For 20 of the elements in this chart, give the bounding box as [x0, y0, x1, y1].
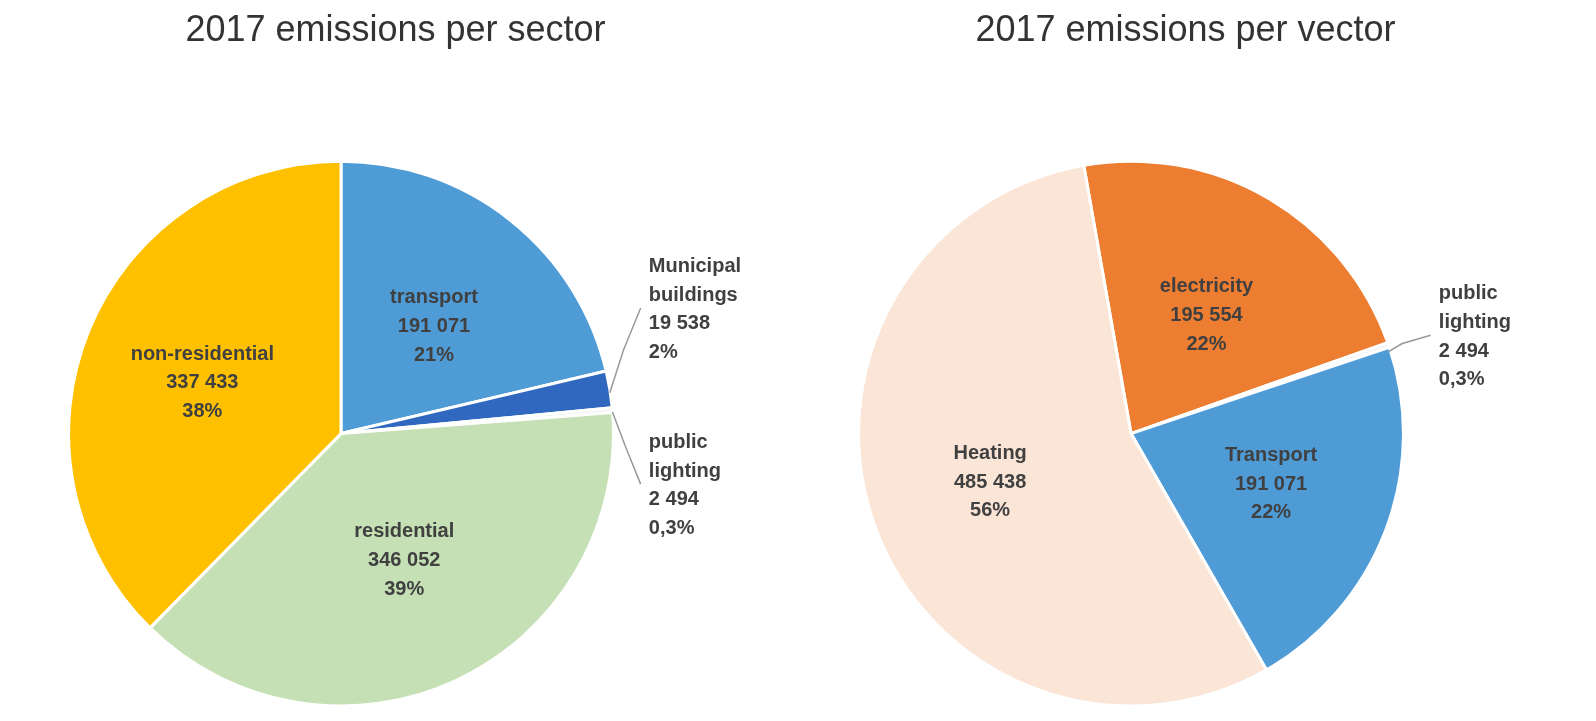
slice-label: Transport [1224, 443, 1318, 466]
data-label: 2 494 0,3% [1438, 338, 1490, 390]
data-label: 485 438 56% [954, 469, 1027, 521]
data-label: 191 071 22% [1234, 471, 1308, 523]
data-label: 191 071 21% [397, 314, 471, 365]
chart-title: 2017 emissions per vector [975, 7, 1396, 49]
data-label: 346 052 39% [368, 548, 441, 599]
slice-label: Heating [953, 441, 1027, 464]
data-label: 19 538 2% [648, 311, 711, 362]
data-label: 195 554 22% [1170, 302, 1244, 354]
slice-label: Municipal buildings [648, 254, 742, 305]
chart-title: 2017 emissions per sector [185, 7, 606, 49]
slice-label: non-residential [130, 341, 275, 364]
slice-label: public lighting [648, 430, 722, 481]
slice-label: electricity [1159, 274, 1255, 297]
data-label: 337 433 38% [166, 370, 239, 421]
data-label: 2 494 0,3% [648, 487, 700, 539]
slice-label: residential [354, 519, 455, 542]
slice-label: transport [390, 285, 479, 308]
slice-label: public lighting [1438, 281, 1512, 332]
